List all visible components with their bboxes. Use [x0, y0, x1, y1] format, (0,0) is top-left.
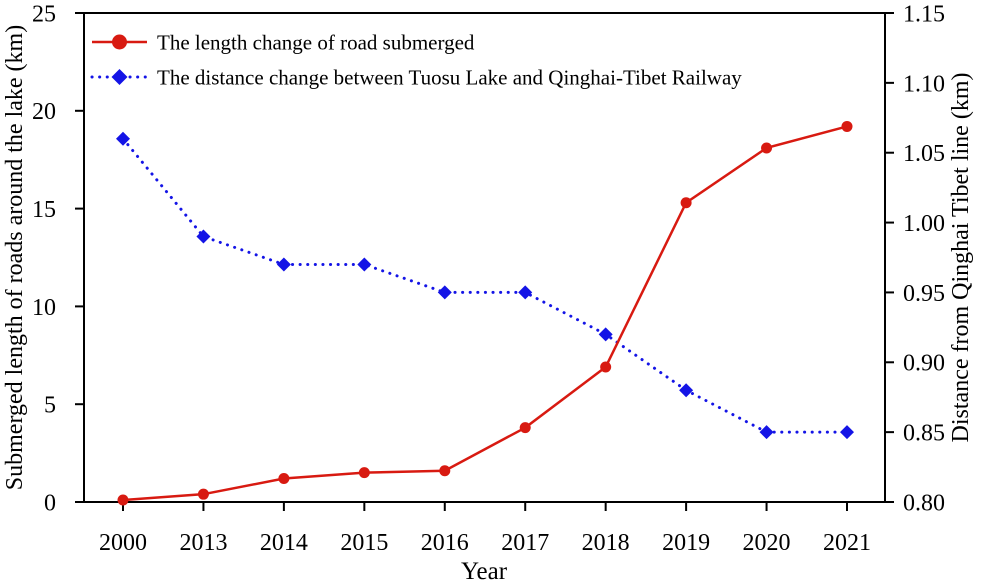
data-point-circle — [358, 467, 370, 479]
data-point-circle — [841, 120, 853, 132]
data-point-diamond — [357, 257, 372, 272]
right-axis-title: Distance from Qinghai Tibet line (km) — [948, 73, 974, 443]
data-point-diamond — [840, 425, 854, 440]
x-tick-label: 2000 — [99, 530, 147, 556]
y-right-tick-label: 0.90 — [903, 351, 945, 377]
data-point-diamond — [196, 229, 211, 244]
y-left-tick-label: 5 — [44, 393, 56, 419]
data-point-diamond — [759, 425, 774, 440]
x-tick-label: 2015 — [340, 530, 388, 556]
data-point-circle — [278, 473, 290, 485]
y-right-tick-label: 1.00 — [903, 211, 945, 237]
x-tick-label: 2020 — [743, 530, 791, 556]
series-line-lake-railway-distance — [121, 137, 849, 434]
y-right-tick-label: 0.85 — [903, 421, 945, 447]
y-left-tick-label: 20 — [32, 99, 56, 125]
data-point-diamond — [679, 383, 694, 398]
series-line-road-submerged — [122, 125, 848, 502]
y-right-tick-label: 1.05 — [903, 141, 945, 167]
x-tick-label: 2014 — [260, 530, 308, 556]
data-point-diamond — [598, 327, 613, 342]
data-point-circle — [761, 142, 773, 154]
data-point-circle — [680, 197, 692, 209]
data-point-diamond — [276, 257, 291, 272]
y-right-tick-label: 1.15 — [903, 1, 945, 27]
data-point-diamond — [518, 285, 533, 300]
data-point-circle — [519, 422, 531, 434]
y-left-tick-label: 25 — [32, 1, 56, 27]
legend: The length change of road submerged The d… — [90, 30, 742, 89]
left-axis-title: Submerged length of roads around the lak… — [2, 25, 28, 490]
x-tick-label: 2013 — [179, 530, 227, 556]
legend-item: The distance change between Tuosu Lake a… — [90, 65, 742, 89]
x-tick-label: 2019 — [662, 530, 710, 556]
y-right-tick-label: 0.95 — [903, 281, 945, 307]
data-point-circle — [600, 361, 612, 373]
legend-label: The length change of road submerged — [157, 30, 475, 54]
plot-layer: 0 5 10 15 20 25 0.80 0.85 0.90 0.95 1.00 1.05 1.10 1.… — [32, 1, 945, 556]
x-tick-label: 2017 — [501, 530, 549, 556]
plot-box — [83, 12, 886, 503]
y-left-tick-label: 15 — [32, 197, 56, 223]
y-left-tick-label: 0 — [44, 490, 56, 516]
y-right-tick-label: 0.80 — [903, 490, 945, 516]
x-axis-title: Year — [461, 558, 508, 585]
data-point-circle — [439, 465, 451, 477]
legend-item: The length change of road submerged — [92, 30, 475, 54]
legend-marker-circle — [112, 34, 127, 50]
data-point-diamond — [116, 131, 130, 146]
legend-label: The distance change between Tuosu Lake a… — [157, 65, 742, 89]
legend-marker-diamond — [111, 69, 128, 85]
data-point-diamond — [437, 285, 452, 300]
x-tick-label: 2016 — [421, 530, 469, 556]
data-point-circle — [197, 488, 209, 500]
x-tick-label: 2021 — [823, 530, 871, 556]
data-point-circle — [117, 494, 129, 506]
x-tick-label: 2018 — [582, 530, 630, 556]
y-right-tick-label: 1.10 — [903, 71, 945, 97]
y-left-tick-label: 10 — [32, 295, 56, 321]
